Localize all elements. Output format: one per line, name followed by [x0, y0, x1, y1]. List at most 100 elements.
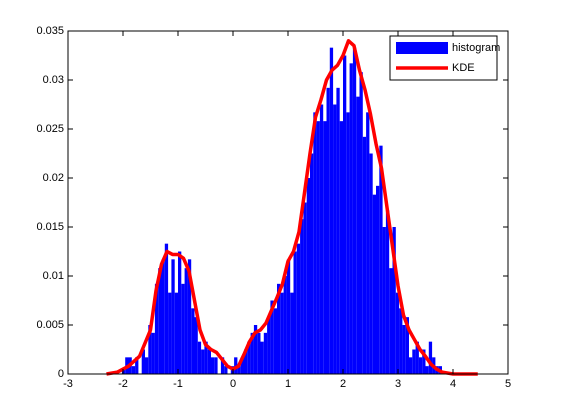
histogram-bar — [376, 185, 380, 374]
histogram-bar — [267, 317, 271, 374]
histogram-bar — [306, 178, 310, 374]
histogram-bar — [333, 104, 337, 374]
histogram-bar — [164, 243, 169, 374]
histogram-bar — [379, 145, 383, 374]
histogram-bar — [220, 357, 225, 374]
y-tick-label: 0.03 — [43, 74, 64, 86]
histogram-bar — [412, 349, 416, 374]
histogram-bar — [131, 366, 136, 374]
histogram-bar — [204, 341, 208, 374]
histogram-bar — [293, 251, 297, 374]
histogram-bar — [194, 317, 198, 374]
legend-swatch — [396, 42, 448, 54]
y-tick-label: 0.005 — [36, 319, 64, 331]
histogram-bar — [237, 366, 241, 374]
x-tick-label: -3 — [63, 378, 73, 390]
histogram-bar — [389, 268, 393, 374]
histogram-bar — [395, 292, 400, 374]
histogram-bar — [191, 308, 195, 374]
histogram-bar — [336, 87, 340, 374]
histogram-bar — [168, 292, 172, 374]
histogram-bar — [415, 341, 419, 374]
histogram-bar — [260, 341, 264, 374]
kde-line — [106, 39, 478, 376]
histogram-bar — [184, 268, 188, 374]
histogram-bar — [171, 259, 175, 374]
x-tick-label: 1 — [285, 378, 291, 390]
histogram-bar — [422, 349, 426, 374]
histogram-bar — [253, 325, 258, 374]
histogram-bar — [286, 259, 291, 374]
legend: histogram KDE — [389, 35, 500, 81]
y-tick-label: 0.015 — [36, 221, 64, 233]
histogram-bar — [425, 366, 429, 374]
histogram-bar — [141, 349, 145, 374]
histogram-bar — [181, 283, 185, 374]
histogram-bar — [263, 332, 268, 374]
histogram-bar — [207, 349, 211, 374]
histogram-bar — [296, 243, 301, 374]
x-tick-label: 2 — [340, 378, 346, 390]
x-tick-label: -2 — [118, 378, 128, 390]
histogram-bar — [300, 219, 304, 374]
histogram-bar — [405, 317, 409, 374]
y-tick-label: 0.01 — [43, 270, 64, 282]
histogram-bar — [187, 259, 192, 374]
histogram-bar — [326, 87, 330, 374]
histogram-bar — [247, 341, 251, 374]
histogram-bar — [280, 292, 284, 374]
x-tick-label: -1 — [173, 378, 183, 390]
histogram-bar — [240, 357, 244, 374]
histogram-bar — [343, 55, 347, 374]
histogram-bar — [359, 72, 363, 374]
histogram-bar — [145, 357, 149, 374]
histogram-bar — [135, 357, 139, 374]
histogram-bar — [392, 227, 396, 374]
histogram-bar — [257, 332, 261, 374]
histogram-bar — [148, 325, 152, 374]
histogram-bar — [121, 369, 126, 374]
histogram-bar — [313, 112, 317, 374]
histogram-bar — [270, 300, 274, 374]
histogram-bar — [214, 357, 218, 374]
x-tick-label: 4 — [450, 378, 456, 390]
histogram-bar — [356, 96, 360, 374]
histogram-bar — [399, 308, 403, 374]
histogram-bar — [250, 332, 254, 374]
histogram-bar — [310, 153, 314, 374]
legend-label: histogram — [452, 42, 500, 54]
histogram-bar — [154, 283, 159, 374]
y-tick-label: 0.02 — [43, 172, 64, 184]
histogram-bar — [346, 112, 350, 374]
histogram-bar — [244, 349, 248, 374]
histogram-bar — [362, 136, 367, 374]
histogram-bar — [197, 341, 202, 374]
histogram-bar — [409, 357, 413, 374]
histogram-bar — [372, 194, 376, 374]
histogram-bar — [161, 259, 165, 374]
histogram-bar — [428, 341, 433, 374]
histogram-bar — [352, 47, 357, 374]
y-tick-label: 0.025 — [36, 123, 64, 135]
histogram-bar — [290, 292, 294, 374]
histogram-bar — [277, 283, 281, 374]
histogram-bar — [385, 210, 390, 374]
x-tick-label: 3 — [395, 378, 401, 390]
histogram-bar — [319, 104, 324, 374]
histogram-bar — [273, 308, 277, 374]
histogram-bar — [151, 332, 155, 374]
legend-label: KDE — [452, 62, 475, 74]
histogram-bar — [323, 121, 327, 374]
x-tick-label: 0 — [230, 378, 236, 390]
histogram-bar — [174, 292, 178, 374]
y-tick-label: 0.035 — [36, 25, 64, 37]
histogram-bar — [366, 112, 370, 374]
x-tick-label: 5 — [505, 378, 511, 390]
histogram-bar — [402, 325, 406, 374]
histogram-bar — [382, 227, 386, 374]
histogram-bar — [201, 349, 205, 374]
histogram-bar — [369, 153, 373, 374]
histogram-bar — [329, 47, 334, 374]
histogram-bar — [224, 366, 228, 374]
